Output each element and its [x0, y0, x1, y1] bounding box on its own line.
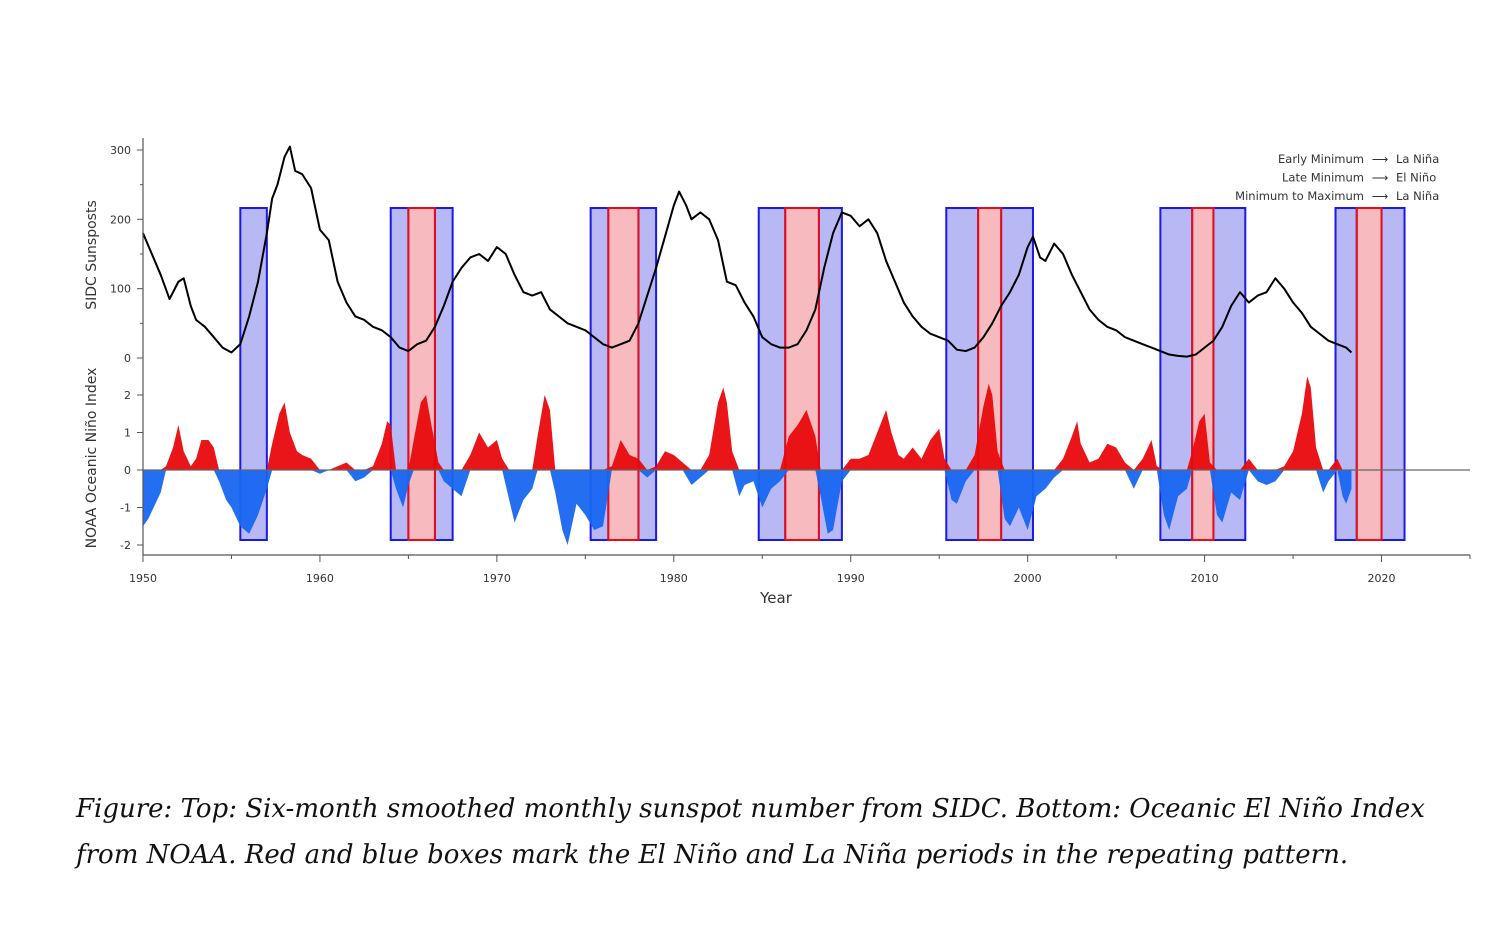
x-tick-label: 1990: [837, 572, 865, 585]
x-tick-label: 2020: [1368, 572, 1396, 585]
oni-negative-area: [143, 470, 1352, 545]
x-tick-label: 1970: [483, 572, 511, 585]
la-nina-box: [433, 207, 454, 541]
y-axis-title-oni: NOAA Oceanic Niño Index: [84, 368, 100, 549]
sunspot-line: [142, 145, 1353, 358]
legend-result: La Niña: [1396, 152, 1439, 166]
el-nino-box: [607, 207, 640, 541]
y-tick-label-oni: 0: [124, 464, 131, 477]
el-nino-box: [977, 207, 1003, 541]
legend-label: Early Minimum: [1278, 152, 1364, 166]
legend-arrow: ⟶: [1372, 152, 1389, 166]
oni-area-series: [143, 376, 1352, 545]
y-tick-label-sunspots: 0: [124, 352, 131, 365]
x-axis-title: Year: [759, 589, 793, 607]
x-tick-label: 1980: [660, 572, 688, 585]
la-nina-box: [637, 207, 658, 541]
y-tick-label-oni: -2: [120, 539, 131, 552]
legend: Early Minimum ⟶ La Niña Late Minimum ⟶ El Niñ…: [1235, 152, 1439, 203]
y-tick-label-sunspots: 300: [110, 144, 131, 157]
x-tick-label: 1960: [306, 572, 334, 585]
legend-arrow: ⟶: [1372, 171, 1389, 185]
la-nina-box: [1380, 207, 1406, 541]
legend-result: El Niño: [1396, 171, 1436, 185]
figure-caption: Figure: Top: Six-month smoothed monthly …: [76, 794, 1425, 870]
y-tick-label-sunspots: 200: [110, 213, 131, 226]
legend-arrow: ⟶: [1372, 189, 1389, 203]
legend-result: La Niña: [1396, 189, 1439, 203]
y-tick-label-sunspots: 100: [110, 283, 131, 296]
legend-label: Minimum to Maximum: [1235, 189, 1364, 203]
y-axis-title-sunspots: SIDC Sunsposts: [84, 200, 100, 309]
axes: 0 100 200 300 -2 -1 0 1 2 1950 1960 1970 1980 1990 200…: [110, 138, 1471, 585]
sunspot-enso-chart: 0 100 200 300 -2 -1 0 1 2 1950 1960 1970 1980 1990 200…: [84, 138, 1471, 607]
y-tick-label-oni: 2: [124, 389, 131, 402]
el-nino-box: [1355, 207, 1383, 541]
el-nino-box: [1191, 207, 1215, 541]
y-tick-label-oni: 1: [124, 427, 131, 440]
el-nino-box: [407, 207, 436, 541]
x-tick-label: 2000: [1014, 572, 1042, 585]
sunspot-series: [142, 145, 1353, 358]
x-tick-label: 2010: [1191, 572, 1219, 585]
y-tick-label-oni: -1: [120, 502, 131, 515]
el-nino-box: [784, 207, 820, 541]
x-tick-label: 1950: [129, 572, 157, 585]
legend-label: Late Minimum: [1282, 171, 1364, 185]
